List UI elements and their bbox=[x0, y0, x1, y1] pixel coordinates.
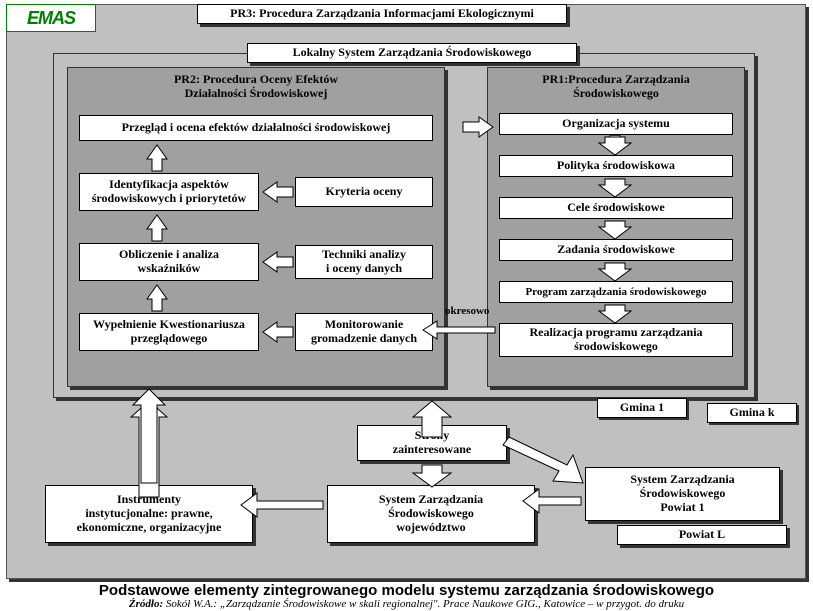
pr1-prog-box: Program zarządzania środowiskowego bbox=[499, 281, 733, 303]
pr1-zad-label: Zadania środowiskowe bbox=[557, 243, 674, 257]
pr2-identify-label: Identyfikacja aspektów środowiskowych i … bbox=[92, 178, 246, 206]
pr2-quest-box: Wypełnienie Kwestionariusza przeglądoweg… bbox=[79, 313, 259, 351]
pr2-tech-label: Techniki analizy i oceny danych bbox=[322, 248, 406, 276]
pr1-prog-label: Program zarządzania środowiskowego bbox=[525, 286, 706, 299]
szs-p1-box: System Zarządzania Środowiskowego Powiat… bbox=[585, 467, 780, 521]
caption-main: Podstawowe elementy zintegrowanego model… bbox=[0, 582, 813, 599]
pr1-real-box: Realizacja programu zarządzania środowis… bbox=[499, 323, 733, 357]
diagram-page: PR3: Procedura Zarządzania Informacjami … bbox=[0, 0, 813, 611]
instr-box: Instrumenty instytucjonalne: prawne, eko… bbox=[45, 485, 253, 543]
pr2-review-box: Przegląd i ocena efektów działalności śr… bbox=[79, 115, 433, 141]
pr2-tech-box: Techniki analizy i oceny danych bbox=[295, 245, 433, 279]
pr1-zad-box: Zadania środowiskowe bbox=[499, 239, 733, 261]
instr-label: Instrumenty instytucjonalne: prawne, eko… bbox=[77, 493, 222, 534]
lsz-title-box: Lokalny System Zarządzania Środowiskoweg… bbox=[247, 43, 577, 63]
szs-p1-label: System Zarządzania Środowiskowego Powiat… bbox=[630, 473, 734, 514]
strony-box: Strony zainteresowane bbox=[357, 425, 507, 461]
gminak-box: Gmina k bbox=[707, 403, 797, 423]
pr2-monitor-box: Monitorowanie gromadzenie danych bbox=[295, 313, 433, 351]
szs-woj-box: System Zarządzania Środowiskowego wojewó… bbox=[327, 485, 535, 543]
pr1-cele-label: Cele środowiskowe bbox=[567, 201, 664, 215]
powiatL-box: Powiat L bbox=[617, 525, 787, 545]
pr1-pol-label: Polityka środowiskowa bbox=[557, 159, 675, 173]
lsz-title: Lokalny System Zarządzania Środowiskoweg… bbox=[293, 46, 532, 60]
pr2-calc-label: Obliczenie i analiza wskaźników bbox=[119, 248, 219, 276]
pr2-monitor-label: Monitorowanie gromadzenie danych bbox=[311, 318, 417, 346]
gmina1-label: Gmina 1 bbox=[620, 401, 664, 415]
pr1-header: PR1:Procedura Zarządzania Środowiskowego bbox=[488, 68, 744, 105]
szs-woj-label: System Zarządzania Środowiskowego wojewó… bbox=[379, 493, 483, 534]
pr1-org-label: Organizacja systemu bbox=[562, 117, 670, 131]
pr1-org-box: Organizacja systemu bbox=[499, 113, 733, 135]
pr2-criteria-box: Kryteria oceny bbox=[295, 177, 433, 207]
pr2-identify-box: Identyfikacja aspektów środowiskowych i … bbox=[79, 173, 259, 211]
gminak-label: Gmina k bbox=[729, 406, 774, 420]
pr3-title-box: PR3: Procedura Zarządzania Informacjami … bbox=[197, 4, 567, 24]
emas-logo-text: EMAS bbox=[27, 8, 75, 29]
emas-logo: EMAS bbox=[6, 4, 96, 32]
pr1-cele-box: Cele środowiskowe bbox=[499, 197, 733, 219]
caption-main-text: Podstawowe elementy zintegrowanego model… bbox=[99, 582, 714, 599]
pr2-calc-box: Obliczenie i analiza wskaźników bbox=[79, 243, 259, 281]
caption-src-label: Źródło: bbox=[129, 598, 163, 610]
caption-source: Źródło: Sokół W.A.: „Zarządzanie Środowi… bbox=[0, 598, 813, 610]
pr3-title: PR3: Procedura Zarządzania Informacjami … bbox=[230, 7, 534, 21]
okresowo-label: okresowo bbox=[445, 305, 489, 317]
caption-src-text: Sokół W.A.: „Zarządzanie Środowiskowe w … bbox=[163, 598, 684, 610]
pr1-pol-box: Polityka środowiskowa bbox=[499, 155, 733, 177]
outer-gray-panel: PR3: Procedura Zarządzania Informacjami … bbox=[6, 4, 806, 579]
strony-label: Strony zainteresowane bbox=[393, 429, 471, 457]
pr2-header: PR2: Procedura Oceny Efektów Działalnośc… bbox=[68, 68, 444, 105]
pr2-review-label: Przegląd i ocena efektów działalności śr… bbox=[122, 121, 391, 135]
pr2-quest-label: Wypełnienie Kwestionariusza przeglądoweg… bbox=[93, 318, 245, 346]
powiatL-label: Powiat L bbox=[679, 528, 725, 542]
pr2-criteria-label: Kryteria oceny bbox=[326, 185, 403, 199]
pr1-real-label: Realizacja programu zarządzania środowis… bbox=[529, 326, 702, 354]
gmina1-box: Gmina 1 bbox=[597, 398, 687, 418]
